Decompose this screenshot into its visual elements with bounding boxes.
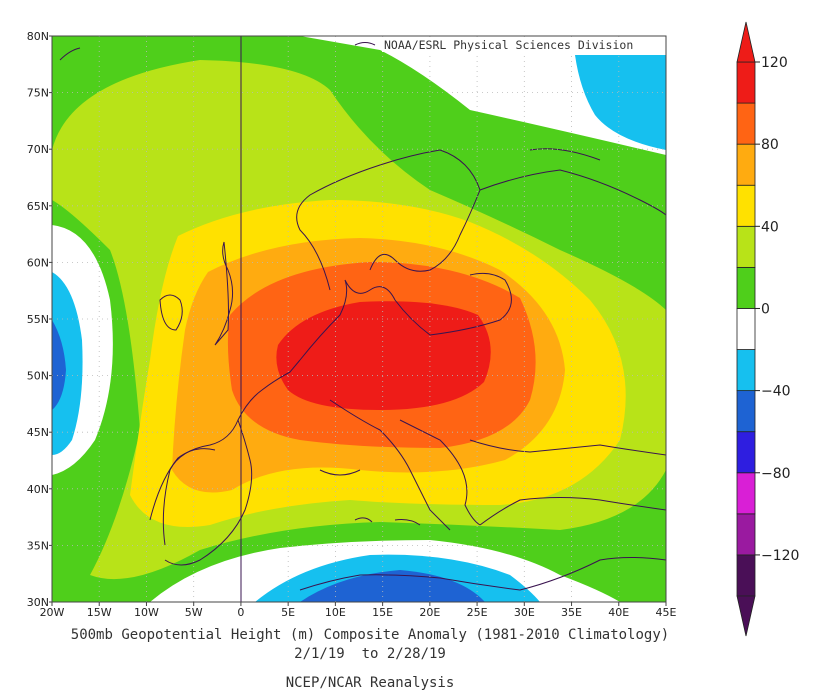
- latitude-tick-labels: 30N 35N 40N 45N 50N 55N 60N 65N 70N 75N 80N: [27, 30, 52, 609]
- colorbar-swatch: [736, 225, 756, 268]
- colorbar-label: 80: [761, 137, 779, 153]
- colorbar-swatch: [736, 61, 756, 104]
- colorbar-arrow-bottom: [736, 595, 756, 637]
- credit-label: NOAA/ESRL Physical Sciences Division: [382, 38, 636, 52]
- lon-tick-label: 40E: [608, 606, 629, 619]
- colorbar-label: −80: [761, 466, 791, 482]
- colorbar-swatch: [736, 143, 756, 186]
- longitude-tick-labels: 20W 15W 10W 5W 0 5E 10E 15E 20E 25E 30E 35E 40E 45E: [40, 602, 677, 619]
- lat-tick-label: 55N: [27, 313, 49, 326]
- lon-tick-label: 20E: [419, 606, 440, 619]
- caption-date-range: 2/1/19 to 2/28/19: [294, 646, 446, 662]
- colorbar-swatch: [736, 308, 756, 350]
- contour-neg-west: [52, 272, 83, 455]
- lon-tick-label: 25E: [467, 606, 488, 619]
- lat-tick-label: 45N: [27, 426, 49, 439]
- lat-tick-label: 70N: [27, 143, 49, 156]
- caption-title: 500mb Geopotential Height (m) Composite …: [70, 627, 670, 643]
- lon-tick-label: 5E: [281, 606, 295, 619]
- lon-tick-label: 5W: [185, 606, 203, 619]
- lon-tick-label: 10W: [134, 606, 159, 619]
- colorbar-swatch: [736, 472, 756, 515]
- lon-tick-label: 30E: [514, 606, 535, 619]
- colorbar-swatch: [736, 266, 756, 309]
- colorbar-label: 0: [761, 301, 770, 317]
- colorbar: 120 80 40 0 −40 −80 −120: [736, 21, 799, 637]
- lon-tick-label: 15W: [87, 606, 112, 619]
- lon-tick-label: 45E: [656, 606, 677, 619]
- lat-tick-label: 75N: [27, 87, 49, 100]
- coastlines: [59, 42, 666, 591]
- lon-tick-label: 35E: [561, 606, 582, 619]
- colorbar-label: −40: [761, 384, 791, 400]
- lat-tick-label: 50N: [27, 370, 49, 383]
- caption-dataset: NCEP/NCAR Reanalysis: [285, 675, 455, 691]
- colorbar-swatch: [736, 513, 756, 556]
- lat-tick-label: 30N: [27, 596, 49, 609]
- anomaly-contour-fill: [52, 36, 666, 602]
- lat-tick-label: 40N: [27, 483, 49, 496]
- colorbar-swatch: [736, 390, 756, 433]
- colorbar-label: 120: [761, 55, 788, 71]
- lon-tick-label: 15E: [372, 606, 393, 619]
- contour-neg-north: [575, 55, 666, 150]
- colorbar-swatch: [736, 554, 756, 597]
- colorbar-swatch: [736, 349, 756, 392]
- lon-tick-label: 20W: [40, 606, 65, 619]
- colorbar-label: −120: [761, 548, 799, 564]
- contour-120-140: [276, 301, 491, 410]
- contour-white-north: [300, 36, 666, 155]
- lat-tick-label: 80N: [27, 30, 49, 43]
- contour-neg-west-inner: [52, 320, 66, 410]
- lon-tick-label: 10E: [325, 606, 346, 619]
- lon-tick-label: 0: [237, 606, 244, 619]
- lat-tick-label: 60N: [27, 256, 49, 269]
- colorbar-swatch: [736, 102, 756, 145]
- colorbar-swatch: [736, 431, 756, 474]
- lat-tick-label: 65N: [27, 200, 49, 213]
- colorbar-swatch: [736, 184, 756, 227]
- colorbar-arrow-top: [736, 21, 756, 63]
- lat-tick-label: 35N: [27, 539, 49, 552]
- colorbar-label: 40: [761, 219, 779, 235]
